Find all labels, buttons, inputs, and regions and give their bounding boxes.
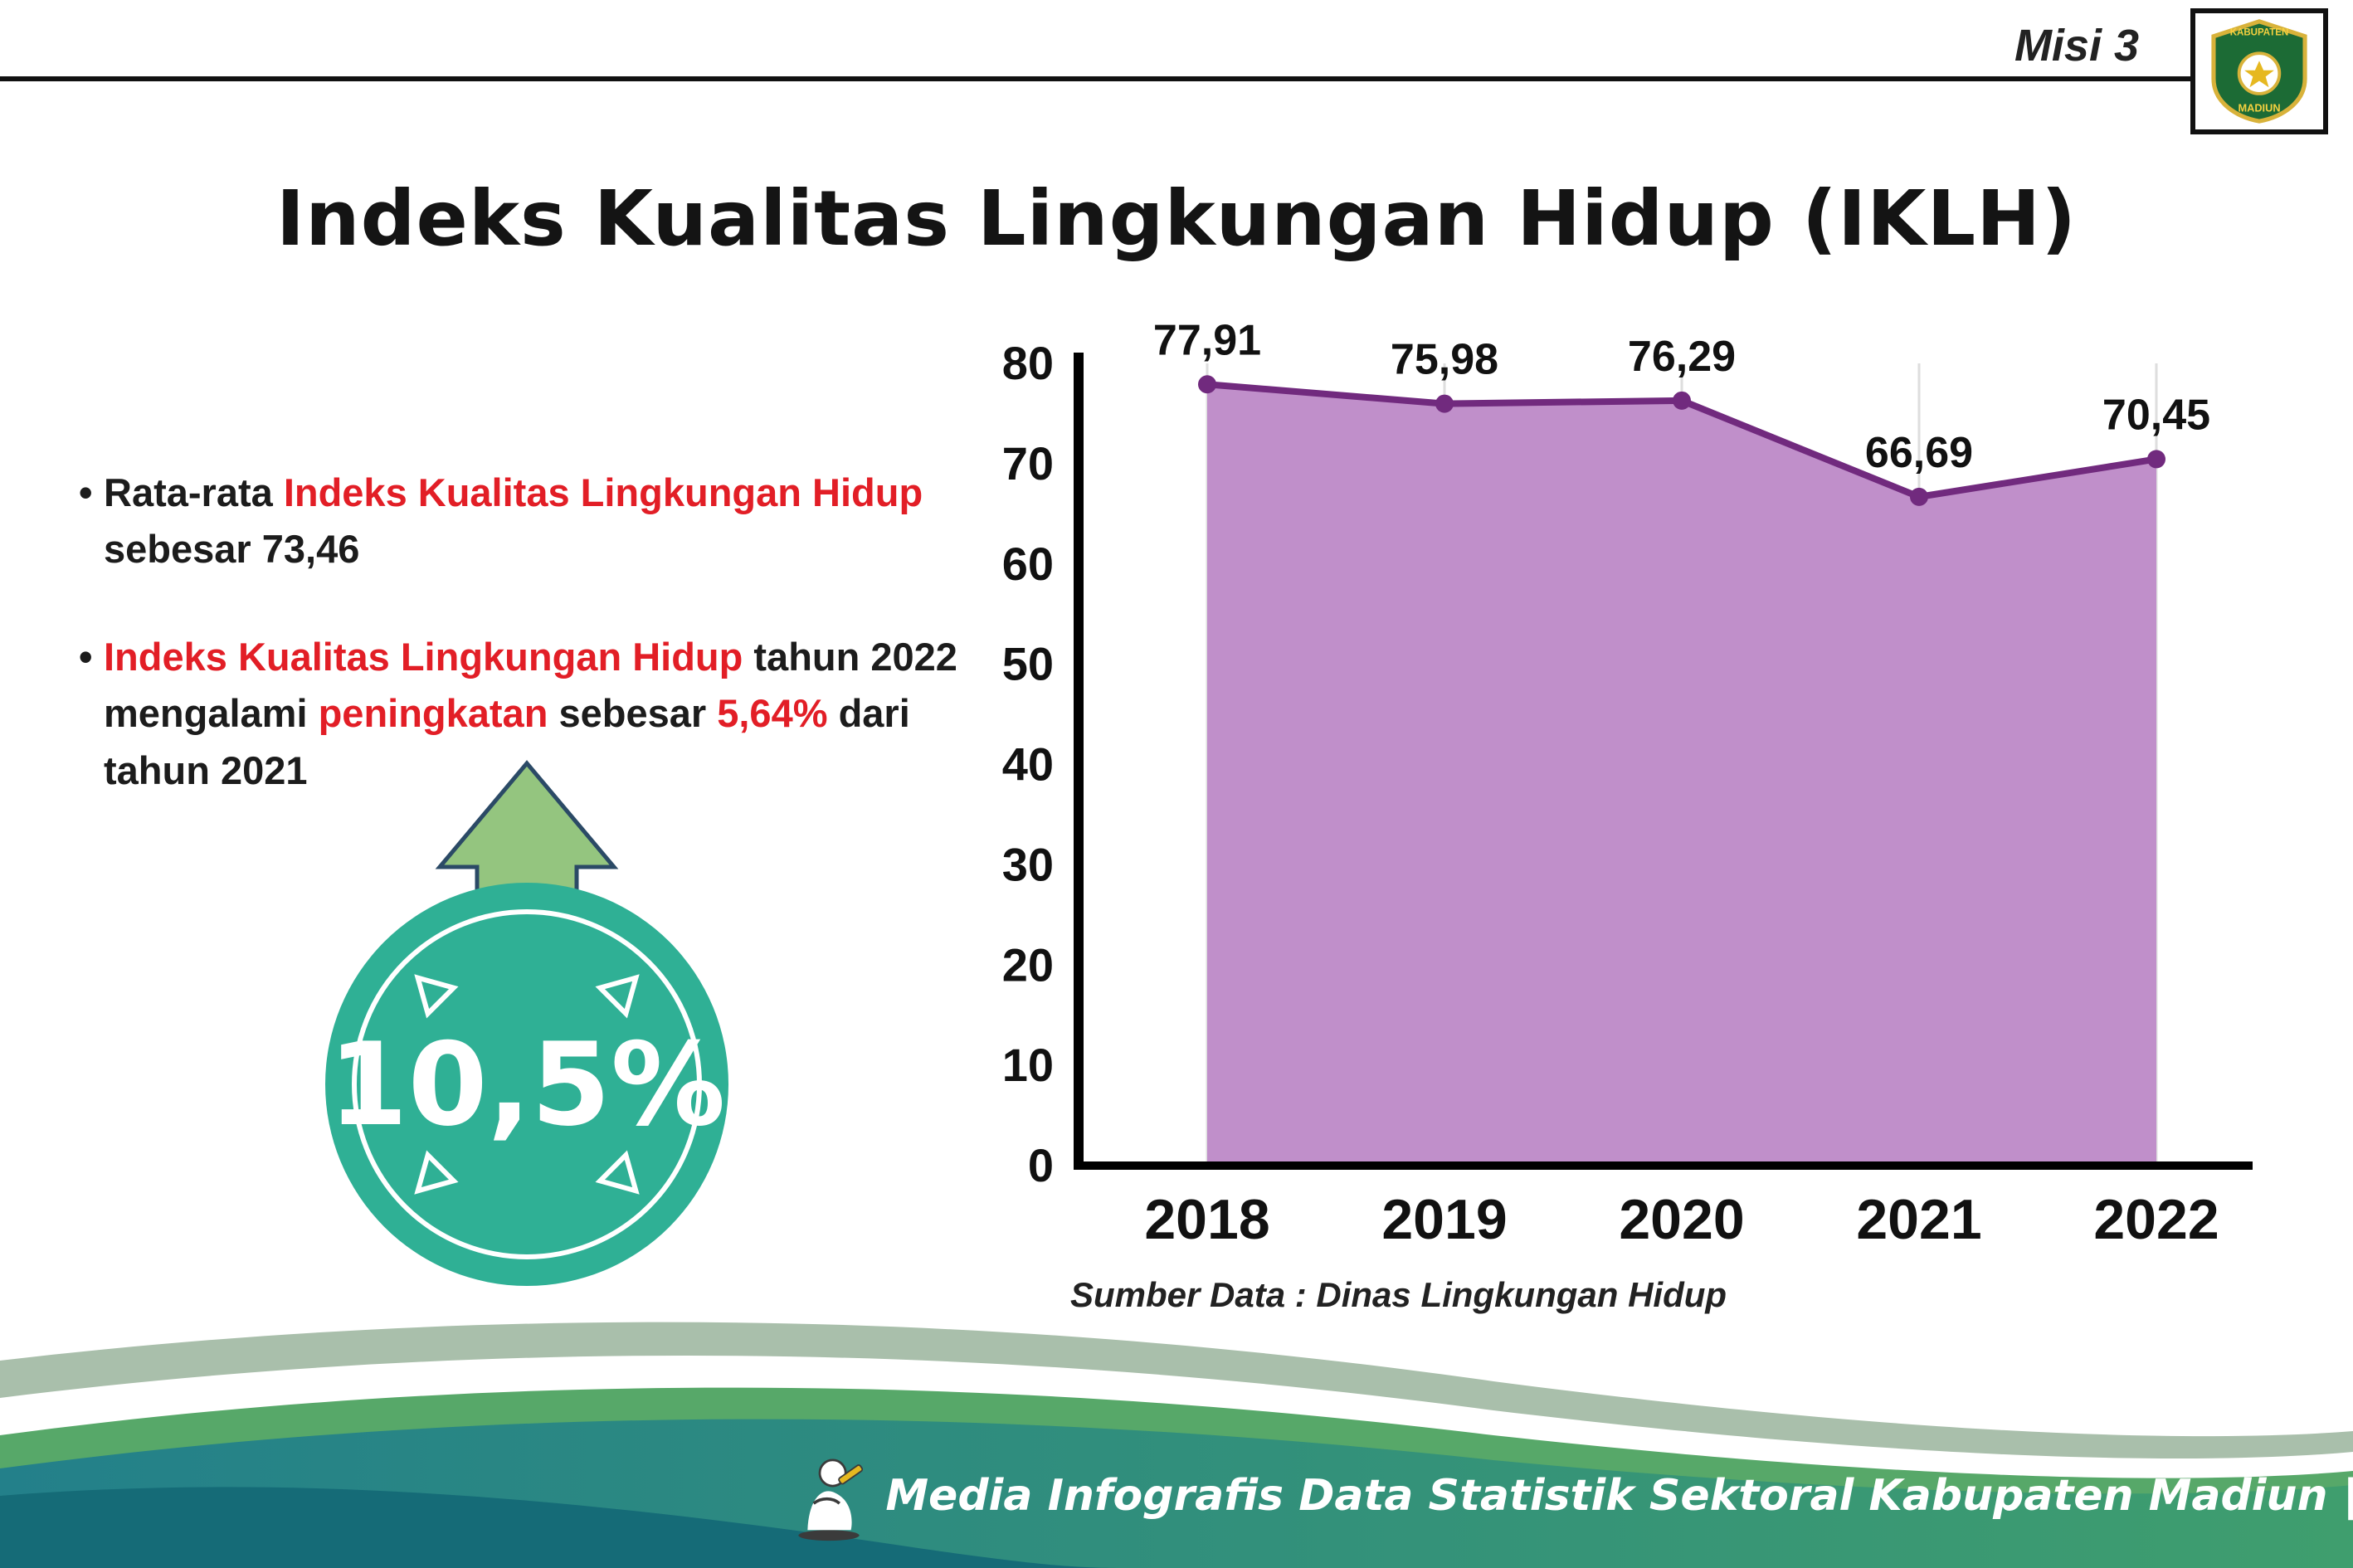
increase-badge-graphic: 10,5% bbox=[325, 760, 728, 1286]
data-point-label: 76,29 bbox=[1628, 333, 1736, 381]
y-tick-label: 50 bbox=[1002, 638, 1054, 690]
y-tick-label: 0 bbox=[1028, 1139, 1054, 1191]
bullet-text: sebesar 73,46 bbox=[104, 527, 360, 572]
increase-badge: 10,5% bbox=[315, 759, 747, 1307]
bullet-text: dari tahun 2021 bbox=[104, 691, 910, 792]
logo-bottom-text: MADIUN bbox=[2238, 102, 2280, 114]
area-fill bbox=[1207, 384, 2156, 1166]
footer-bar: Media Infografis Data Statistik Sektoral… bbox=[398, 1450, 2353, 1541]
y-tick-label: 10 bbox=[1002, 1039, 1054, 1091]
increase-percentage: 10,5% bbox=[329, 1018, 726, 1152]
ring-triangle-nw bbox=[414, 974, 459, 1019]
y-tick-label: 60 bbox=[1002, 538, 1054, 590]
bullet-text: tahun 2022 mengalami bbox=[104, 635, 957, 736]
wave-dark bbox=[0, 1487, 1120, 1568]
bullet-text-highlight: Indeks Kualitas Lingkungan Hidup bbox=[104, 635, 743, 679]
badge-circle bbox=[325, 883, 728, 1286]
key-points: Rata-rata Indeks Kualitas Lingkungan Hid… bbox=[79, 465, 979, 850]
ring-triangle-sw bbox=[414, 1150, 459, 1195]
y-tick-label: 80 bbox=[1002, 337, 1054, 389]
footer-waves bbox=[0, 1322, 2353, 1568]
star-icon bbox=[2244, 61, 2274, 88]
bullet-point-2: Indeks Kualitas Lingkungan Hidup tahun 2… bbox=[79, 629, 979, 798]
y-tick-label: 70 bbox=[1002, 437, 1054, 489]
bullet-text-highlight: Indeks Kualitas Lingkungan Hidup bbox=[283, 470, 923, 514]
x-tick-label: 2020 bbox=[1619, 1188, 1744, 1251]
data-point bbox=[2147, 450, 2165, 469]
data-point bbox=[1198, 375, 1216, 394]
iklh-area-chart: 77,91 2018 75,98 2019 76,29 2020 66,69 2021 70,4… bbox=[1002, 316, 2253, 1314]
bullet-point-1: Rata-rata Indeks Kualitas Lingkungan Hid… bbox=[79, 465, 979, 577]
x-tick-label: 2022 bbox=[2093, 1188, 2219, 1251]
page-title: Indeks Kualitas Lingkungan Hidup (IKLH) bbox=[275, 173, 2078, 263]
y-tick-label: 30 bbox=[1002, 838, 1054, 890]
source-label: Sumber Data : Dinas Lingkungan Hidup bbox=[1070, 1275, 1727, 1314]
data-point bbox=[1673, 391, 1691, 410]
bullet-text-highlight: 5,64% bbox=[717, 691, 828, 736]
bullet-text: sebesar bbox=[548, 691, 718, 736]
data-point-label: 75,98 bbox=[1391, 336, 1498, 384]
mascot-icon bbox=[798, 1458, 864, 1541]
data-point-label: 77,91 bbox=[1153, 316, 1261, 364]
x-tick-label: 2018 bbox=[1144, 1188, 1269, 1251]
y-tick-label: 20 bbox=[1002, 938, 1054, 991]
misi-label: Misi 3 bbox=[2014, 21, 2139, 71]
bullet-text-highlight: peningkatan bbox=[318, 691, 548, 736]
data-point-label: 70,45 bbox=[2102, 391, 2210, 439]
badge-ring bbox=[352, 909, 702, 1259]
ring-triangle-ne bbox=[595, 974, 640, 1019]
bullet-text: Rata-rata bbox=[104, 470, 284, 514]
iklh-chart-area: 77,91 2018 75,98 2019 76,29 2020 66,69 2021 70,4… bbox=[971, 274, 2307, 1336]
footer-caption: Media Infografis Data Statistik Sektoral… bbox=[885, 1471, 2353, 1521]
x-tick-label: 2021 bbox=[1856, 1188, 1981, 1251]
ring-triangle-se bbox=[595, 1150, 640, 1195]
x-tick-label: 2019 bbox=[1381, 1188, 1507, 1251]
logo-shield-icon: KABUPATEN MADIUN bbox=[2211, 19, 2307, 124]
data-point bbox=[1435, 394, 1454, 413]
data-point bbox=[1910, 487, 1928, 506]
y-tick-label: 40 bbox=[1002, 738, 1054, 791]
kabupaten-madiun-logo: KABUPATEN MADIUN bbox=[2190, 8, 2328, 134]
header-rule bbox=[0, 76, 2190, 81]
data-point-label: 66,69 bbox=[1865, 429, 1973, 477]
logo-top-text: KABUPATEN bbox=[2230, 27, 2289, 37]
